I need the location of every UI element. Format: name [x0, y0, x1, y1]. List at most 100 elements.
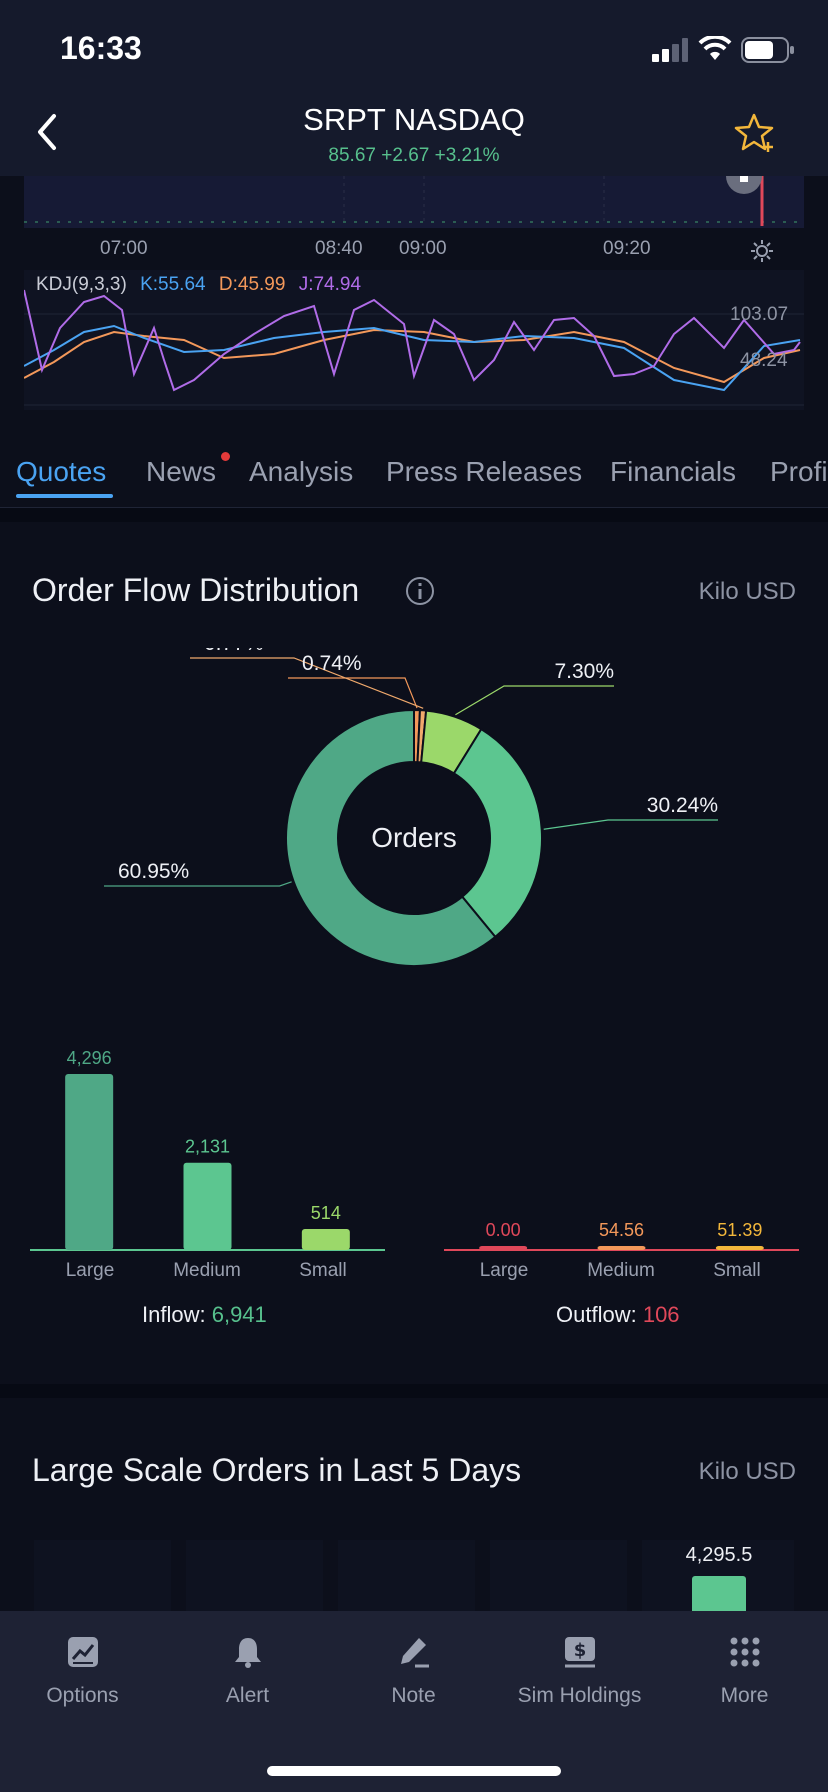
bar [65, 1074, 114, 1250]
toolbar-sim-holdings[interactable]: $ Sim Holdings [497, 1635, 662, 1708]
kdj-k: K:55.64 [140, 274, 206, 295]
nav-bar [0, 100, 828, 176]
bar [715, 1246, 764, 1250]
bar-value-label: 54.56 [599, 1220, 644, 1240]
price-chart-area[interactable] [24, 158, 804, 228]
tab-news[interactable]: News [146, 456, 217, 487]
kdj-legend: KDJ(9,3,3) K:55.64 D:45.99 J:74.94 [36, 274, 361, 296]
bar [597, 1246, 646, 1250]
tab-financials[interactable]: Financials [610, 456, 737, 487]
time-label: 07:00 [100, 238, 148, 259]
order-flow-donut-chart[interactable]: 0.74% 0.77% 7.30% 30.24% 60.95% [0, 640, 828, 980]
order-flow-unit: Kilo USD [698, 578, 796, 605]
outflow-bar-chart[interactable]: 0.00 54.56 51.39 [444, 1040, 799, 1256]
toolbar-more[interactable]: More [662, 1635, 827, 1708]
tab-underline [16, 494, 113, 498]
toolbar-sim-holdings-label: Sim Holdings [517, 1684, 642, 1707]
wifi-icon [698, 34, 732, 67]
toolbar-note[interactable]: Note [331, 1635, 496, 1708]
toolbar-alert-label: Alert [225, 1684, 270, 1707]
kdj-name: KDJ(9,3,3) [36, 274, 127, 295]
donut-slice-label: 30.24% [647, 794, 718, 817]
bar-value-label: 4,296 [67, 1048, 112, 1068]
outflow-category-large: Large [479, 1260, 529, 1281]
kdj-j: J:74.94 [298, 274, 362, 295]
news-notification-dot [221, 452, 230, 461]
inflow-summary: Inflow: 6,941 [142, 1302, 267, 1328]
donut-leader-line [104, 881, 292, 887]
donut-slice-label-clipped: 0.77% [204, 640, 264, 655]
inflow-bar-chart[interactable]: 4,296 2,131 514 [30, 1040, 385, 1256]
outflow-category-medium: Medium [587, 1260, 655, 1281]
donut-leader-line [455, 685, 614, 716]
svg-text:$: $ [573, 1640, 586, 1661]
axis-mid-label: 48.24 [740, 350, 788, 371]
back-icon[interactable] [34, 112, 60, 157]
status-time: 16:33 [60, 30, 142, 66]
tabs-divider [0, 507, 828, 508]
bottom-toolbar [0, 1611, 828, 1792]
outflow-summary: Outflow: 106 [556, 1302, 680, 1328]
time-label: 08:40 [315, 238, 363, 259]
inflow-category-small: Small [299, 1260, 347, 1281]
large-scale-last-bar[interactable] [692, 1576, 746, 1611]
bar-value-label: 51.39 [717, 1220, 762, 1240]
tab-analysis[interactable]: Analysis [249, 456, 354, 487]
kdj-panel[interactable] [23, 270, 804, 410]
kdj-d: D:45.99 [218, 274, 286, 295]
home-indicator [267, 1766, 561, 1776]
outflow-label: Outflow: [556, 1302, 637, 1327]
donut-leader-line [543, 819, 718, 830]
status-bar [0, 0, 828, 100]
toolbar-alert[interactable]: Alert [165, 1635, 330, 1708]
chart-settings-icon[interactable] [751, 240, 773, 267]
donut-leader-line [190, 657, 424, 709]
donut-center-label: Orders [371, 822, 457, 853]
info-icon[interactable] [405, 576, 435, 611]
axis-high-label: 103.07 [730, 304, 789, 325]
grid-icon [730, 1637, 759, 1667]
toolbar-note-label: Note [391, 1684, 436, 1707]
section-separator [0, 1384, 828, 1398]
dollar-icon: $ [564, 1637, 595, 1668]
inflow-label: Inflow: [142, 1302, 206, 1327]
inflow-category-medium: Medium [173, 1260, 241, 1281]
large-scale-orders-title: Large Scale Orders in Last 5 Days [32, 1452, 522, 1488]
bell-icon [234, 1638, 261, 1668]
large-scale-last-value: 4,295.5 [685, 1544, 753, 1566]
tab-press-releases[interactable]: Press Releases [386, 456, 583, 487]
time-label: 09:00 [399, 238, 447, 259]
inflow-category-large: Large [65, 1260, 115, 1281]
donut-leader-line [288, 677, 418, 709]
large-scale-chart-bg [34, 1540, 794, 1611]
outflow-category-small: Small [713, 1260, 761, 1281]
bar [301, 1228, 350, 1250]
donut-slice-label: 60.95% [118, 860, 189, 883]
signal-icon [652, 38, 688, 67]
toolbar-more-label: More [720, 1684, 769, 1707]
donut-slice [285, 708, 497, 967]
pen-icon [400, 1638, 429, 1668]
bar-value-label: 2,131 [185, 1137, 230, 1157]
donut-slice-label: 0.74% [302, 652, 362, 675]
donut-slice-label: 7.30% [554, 660, 614, 683]
donut-leader-lines [104, 657, 718, 887]
large-scale-unit: Kilo USD [698, 1458, 796, 1485]
inflow-value: 6,941 [211, 1302, 267, 1327]
battery-icon [741, 37, 795, 68]
bar-value-label: 514 [311, 1203, 341, 1223]
page-title: SRPT NASDAQ [303, 102, 525, 137]
tab-quotes[interactable]: Quotes [16, 456, 107, 487]
section-separator [0, 508, 828, 522]
bar [479, 1246, 528, 1250]
order-flow-title: Order Flow Distribution [32, 572, 360, 608]
outflow-value: 106 [642, 1302, 680, 1327]
donut-slice [452, 727, 543, 939]
toolbar-options[interactable]: Options [0, 1635, 165, 1708]
donut-slices [285, 708, 543, 967]
chart-icon [67, 1637, 98, 1667]
add-watchlist-star-icon[interactable] [734, 112, 778, 161]
tab-profile[interactable]: Profi [770, 456, 828, 487]
bar-value-label: 0.00 [486, 1220, 521, 1240]
bar [183, 1162, 232, 1250]
